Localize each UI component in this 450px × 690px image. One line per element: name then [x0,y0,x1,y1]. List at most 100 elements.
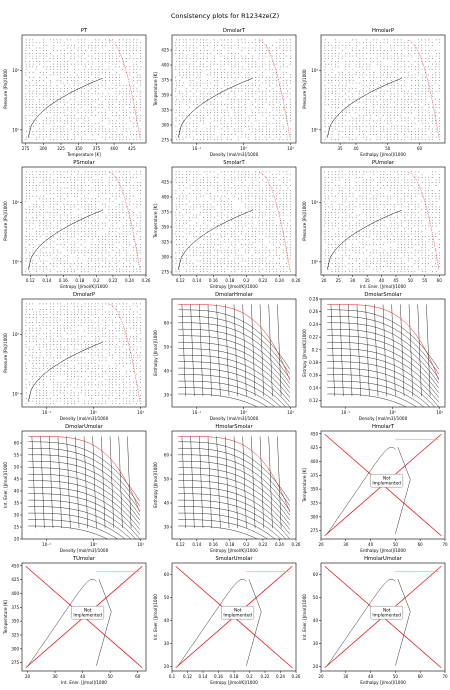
state-point [67,61,69,62]
state-point [25,228,27,229]
state-point [224,255,226,256]
state-point [272,93,274,95]
state-point [248,263,250,265]
state-point [112,230,113,232]
state-point [276,98,278,100]
state-point [251,179,253,181]
state-point [29,39,31,41]
state-point [227,74,229,76]
plot-area-SmolarT [175,171,291,273]
state-point [178,187,180,189]
state-point [56,39,58,41]
state-point [193,228,194,229]
state-point [36,139,37,141]
state-point [352,131,354,133]
state-point [115,74,117,76]
state-point [359,131,360,133]
state-point [108,98,110,100]
state-point [39,212,41,213]
state-point [352,134,354,135]
state-point [115,220,117,221]
state-point [108,50,110,52]
state-point [133,69,134,70]
state-point [289,115,291,116]
state-point [46,90,48,92]
state-point [84,42,85,43]
state-point [248,61,249,62]
state-point [369,112,371,114]
state-point [262,214,264,216]
state-point [185,58,187,60]
state-point [279,93,281,95]
state-point [241,174,243,175]
state-point [193,182,194,184]
state-point [115,93,117,95]
state-point [393,63,395,65]
state-point [179,104,180,106]
state-point [269,249,270,251]
state-point [42,47,44,49]
state-point [115,42,117,43]
state-point [435,80,437,81]
state-point [133,257,134,259]
state-point [94,249,96,251]
state-point [331,128,333,130]
state-point [112,236,113,238]
state-point [328,225,329,227]
state-point [192,201,194,202]
state-point [182,101,184,103]
state-point [98,260,100,262]
state-point [175,139,177,141]
state-point [77,260,79,262]
state-point [74,107,75,108]
plot-area-HmolarP [324,39,441,141]
state-point [248,214,250,216]
state-point [175,222,177,224]
state-point [105,44,106,46]
state-point [207,58,208,60]
state-point [234,263,236,265]
state-point [279,206,281,208]
state-point [227,96,229,97]
state-point [241,109,243,111]
state-point [63,82,65,84]
state-point [53,69,55,70]
state-point [220,247,222,248]
state-point [73,230,75,232]
state-point [390,88,392,89]
state-point [105,74,107,76]
state-point [43,174,44,175]
state-point [234,222,236,224]
state-point [175,236,177,238]
state-point [241,176,243,178]
state-point [439,139,440,141]
state-point [328,93,330,95]
state-point [418,61,420,62]
state-point [105,247,107,248]
state-point [376,63,378,65]
state-point [258,209,260,211]
state-point [189,230,191,232]
state-point [224,214,226,216]
state-point [428,109,430,111]
state-point [46,66,48,68]
state-point [223,112,225,114]
state-point [251,112,253,114]
state-point [77,55,79,57]
state-point [282,171,284,173]
state-point [265,120,267,122]
state-point [244,268,246,270]
state-point [25,185,27,186]
state-point [46,252,47,254]
state-point [200,50,201,52]
state-point [328,98,329,100]
state-point [122,230,124,232]
state-point [203,98,205,100]
state-point [56,90,58,92]
state-point [56,98,58,100]
state-point [227,55,229,57]
state-point [46,233,48,235]
state-point [108,239,110,240]
state-point [175,214,177,216]
state-point [363,63,364,65]
